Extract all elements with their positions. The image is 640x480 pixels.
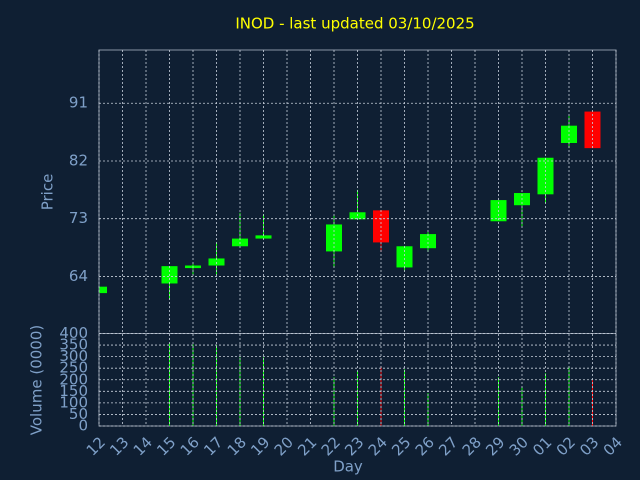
- x-tick-label: 17: [200, 433, 226, 459]
- x-tick-label: 12: [83, 433, 109, 459]
- x-tick-label: 27: [435, 433, 461, 459]
- volume-tick-label: 150: [59, 382, 88, 400]
- x-tick-label: 29: [482, 433, 508, 459]
- x-tick-label: 24: [365, 433, 391, 459]
- x-tick-label: 16: [177, 433, 203, 459]
- x-tick-label: 18: [224, 433, 250, 459]
- candle-body: [326, 224, 342, 252]
- y-tick-label: 73: [69, 209, 88, 227]
- x-tick-label: 04: [600, 433, 626, 459]
- volume-tick-label: 100: [59, 393, 88, 411]
- candle-body: [584, 111, 601, 149]
- x-tick-label: 21: [294, 433, 320, 459]
- x-tick-label: 23: [341, 433, 367, 459]
- x-tick-label: 20: [271, 433, 297, 459]
- volume-axis-label: Volume (0000): [28, 325, 46, 435]
- y-tick-label: 91: [69, 94, 88, 112]
- x-tick-label: 25: [388, 433, 414, 459]
- volume-tick-label: 200: [59, 370, 88, 388]
- x-tick-label: 30: [506, 433, 532, 459]
- candle-body: [255, 235, 272, 239]
- plot-area: [99, 111, 601, 426]
- volume-tick-label: 50: [69, 405, 88, 423]
- y-tick-label: 82: [69, 151, 88, 169]
- volume-tick-label: 300: [59, 347, 88, 365]
- x-tick-label: 14: [130, 433, 156, 459]
- candle-body: [396, 246, 413, 268]
- x-tick-label: 15: [153, 433, 179, 459]
- volume-tick-label: 0: [78, 417, 88, 435]
- y-axis-label: Price: [39, 174, 57, 211]
- volume-tick-label: 400: [59, 324, 88, 342]
- x-tick-label: 26: [412, 433, 438, 459]
- chart-title: INOD - last updated 03/10/2025: [235, 15, 474, 33]
- volume-tick-label: 250: [59, 359, 88, 377]
- x-tick-label: 03: [576, 433, 602, 459]
- x-tick-label: 02: [553, 433, 579, 459]
- volume-tick-label: 350: [59, 336, 88, 354]
- candle-body: [420, 234, 436, 249]
- x-tick-label: 28: [459, 433, 485, 459]
- x-tick-label: 19: [247, 433, 273, 459]
- candle-body: [99, 286, 107, 294]
- x-axis-label: Day: [333, 458, 363, 476]
- x-tick-label: 22: [318, 433, 344, 459]
- candle-body: [537, 157, 554, 195]
- y-tick-label: 64: [69, 267, 88, 285]
- x-tick-label: 01: [529, 433, 555, 459]
- x-tick-label: 13: [106, 433, 132, 459]
- candle-body: [208, 258, 225, 266]
